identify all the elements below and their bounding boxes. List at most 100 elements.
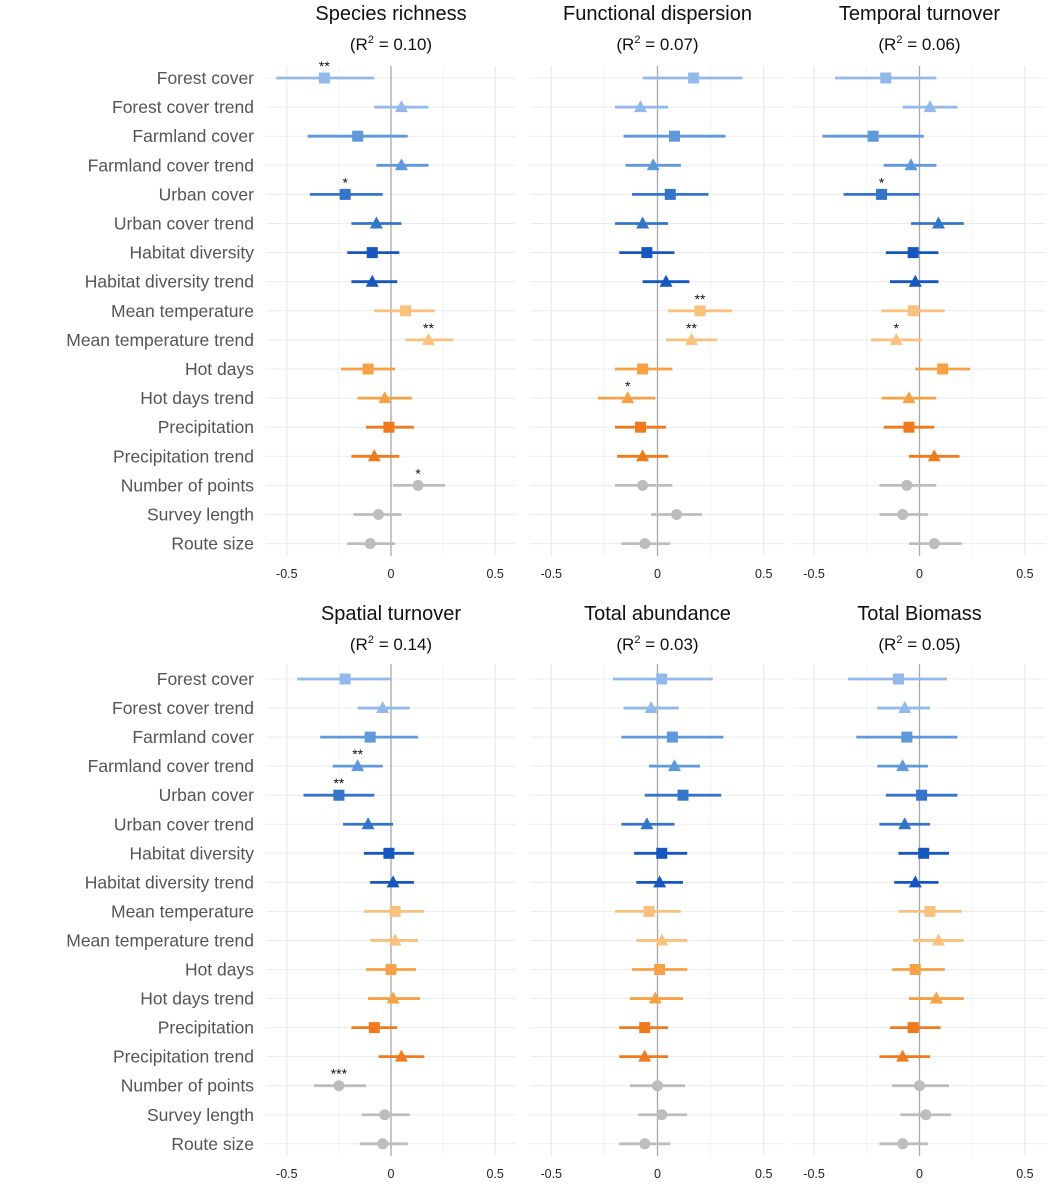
point-estimate-square [907, 247, 919, 259]
y-axis-label: Habitat diversity [130, 843, 255, 863]
y-axis-label: Route size [171, 534, 254, 554]
point-estimate-triangle [386, 875, 400, 888]
estimate-route-size [908, 538, 962, 550]
estimate-forest-cover [612, 673, 713, 685]
panel-total-biomass: Total Biomass (R2 = 0.05) -0.5 0 0.5 [793, 603, 1046, 1181]
panel-title: Functional dispersion [563, 3, 752, 25]
estimate-survey-length [651, 509, 703, 520]
y-axis-label: Farmland cover [132, 126, 254, 146]
estimate-urban-cover [632, 188, 709, 200]
panel-title: Total abundance [584, 603, 731, 625]
estimate-forest-cover: ** [276, 58, 375, 84]
point-estimate-square [901, 731, 913, 743]
x-tick-label: 0 [388, 567, 395, 581]
point-estimate-circle [928, 538, 940, 550]
x-tick-label: 0 [916, 1167, 923, 1181]
estimate-farmland-cover [856, 731, 958, 743]
point-estimate-triangle [351, 759, 365, 772]
point-estimate-triangle [659, 274, 673, 287]
r-squared-label: (R2 = 0.14) [350, 634, 432, 654]
estimate-number-of-points: * [393, 465, 446, 491]
point-estimate-square [339, 673, 351, 685]
estimate-habitat-diversity-trend [642, 274, 690, 287]
panel-title: Species richness [315, 3, 466, 25]
y-axis-label: Mean temperature [111, 901, 254, 921]
estimate-precipitation-trend [351, 449, 400, 462]
point-estimate-square [656, 673, 668, 685]
estimate-route-size [359, 1138, 408, 1150]
point-estimate-triangle [923, 100, 937, 113]
significance-stars: *** [331, 1066, 348, 1082]
point-estimate-triangle [644, 701, 658, 714]
estimate-farmland-cover-trend [883, 158, 937, 171]
y-axis-label: Urban cover [159, 184, 254, 204]
estimate-urban-cover-trend [615, 216, 669, 229]
estimate-precipitation-trend [908, 449, 960, 462]
y-axis-label: Precipitation [158, 417, 254, 437]
point-estimate-square [318, 72, 330, 84]
point-estimate-circle [412, 479, 424, 491]
point-estimate-triangle [388, 933, 402, 946]
y-axis-label: Urban cover trend [114, 214, 254, 234]
estimate-hot-days-trend [881, 391, 937, 404]
estimate-precipitation [615, 421, 666, 433]
point-estimate-square [383, 421, 395, 433]
estimate-hot-days-trend: * [598, 378, 656, 404]
x-tick-label: 0.5 [755, 1167, 772, 1181]
point-estimate-triangle [908, 274, 922, 287]
x-tick-label: -0.5 [276, 567, 298, 581]
point-estimate-square [903, 421, 915, 433]
point-estimate-square [643, 905, 655, 917]
point-estimate-square [339, 188, 351, 200]
point-estimate-triangle [902, 391, 916, 404]
point-estimate-triangle [889, 332, 903, 345]
point-estimate-square [907, 1022, 919, 1034]
estimate-hot-days [366, 964, 416, 975]
point-estimate-triangle [361, 817, 375, 830]
x-tick-label: -0.5 [803, 567, 825, 581]
estimate-urban-cover-trend [621, 817, 675, 830]
estimate-habitat-diversity [885, 247, 939, 259]
point-estimate-triangle [621, 391, 635, 404]
estimate-farmland-cover [307, 130, 408, 142]
estimate-forest-cover [297, 673, 391, 685]
point-estimate-triangle [634, 100, 647, 113]
y-axis-label: Farmland cover trend [88, 756, 254, 776]
point-estimate-circle [639, 1138, 651, 1150]
point-estimate-triangle [896, 1049, 910, 1062]
estimate-urban-cover-trend [911, 216, 964, 229]
point-estimate-square [867, 130, 879, 142]
estimate-urban-cover-trend [879, 817, 931, 830]
point-estimate-triangle [394, 158, 408, 171]
estimate-mean-temperature [881, 305, 945, 317]
point-estimate-square [937, 363, 949, 375]
point-estimate-square [333, 789, 345, 801]
estimate-farmland-cover-trend [376, 158, 429, 171]
point-estimate-square [892, 673, 904, 685]
significance-stars: ** [319, 58, 330, 74]
point-estimate-triangle [653, 875, 667, 888]
point-estimate-square [918, 847, 930, 859]
estimate-mean-temperature [615, 905, 681, 917]
y-axis-label: Forest cover [157, 669, 254, 689]
estimate-mean-temperature-trend [370, 933, 419, 946]
point-estimate-circle [671, 509, 683, 520]
estimate-hot-days-trend [629, 991, 683, 1004]
estimate-survey-length [353, 509, 402, 520]
point-estimate-triangle [685, 332, 698, 345]
x-tick-label: 0.5 [1016, 567, 1033, 581]
point-estimate-square [389, 905, 401, 917]
y-axis-label: Mean temperature trend [66, 930, 254, 950]
estimate-mean-temperature [898, 905, 962, 917]
point-estimate-triangle [636, 449, 650, 462]
significance-stars: ** [686, 320, 697, 336]
panel-total-abundance: Total abundance (R2 = 0.03) -0.5 0 0.5 [530, 603, 785, 1181]
point-estimate-circle [377, 1138, 389, 1150]
estimate-forest-cover-trend [877, 701, 931, 714]
estimate-habitat-diversity [634, 847, 688, 859]
estimate-mean-temperature-trend: ** [405, 320, 454, 345]
significance-stars: ** [352, 746, 363, 762]
y-axis-label: Hot days trend [140, 989, 254, 1009]
point-estimate-circle [637, 479, 649, 491]
